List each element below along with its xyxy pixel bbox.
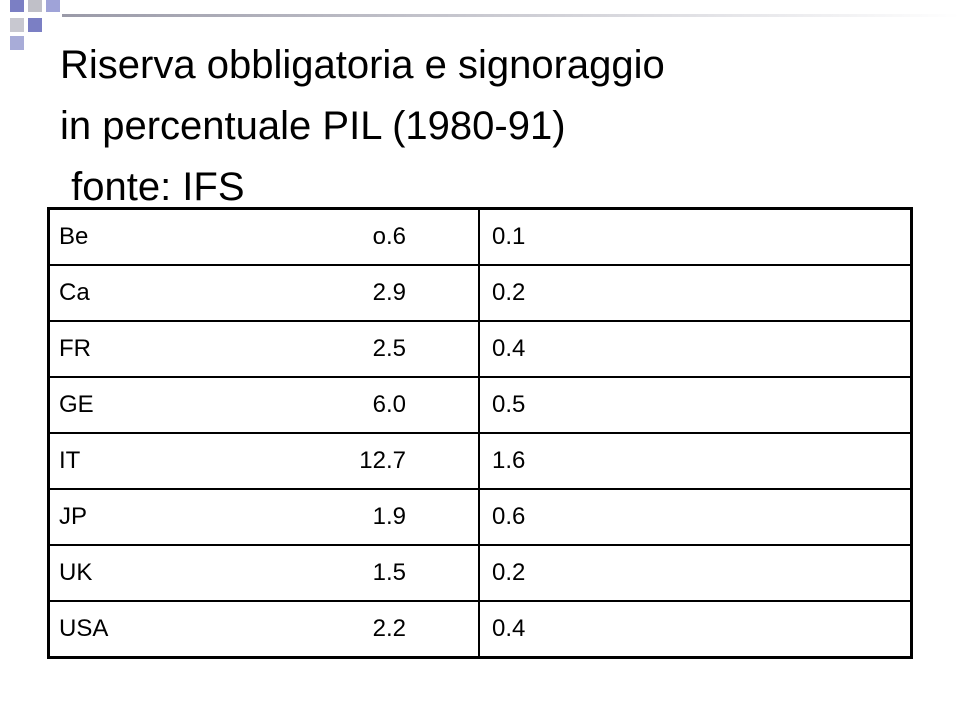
table-cell: 0.5 [478, 376, 913, 434]
reserve-value: 1.9 [372, 503, 406, 530]
table-cell: 0.1 [478, 207, 913, 266]
seigniorage-value: 0.6 [492, 503, 526, 530]
table-cell: USA 2.2 [47, 600, 480, 659]
title-line: in percentuale PIL (1980-91) [60, 104, 566, 148]
reserve-value: 2.9 [372, 279, 406, 306]
seigniorage-value: 0.2 [492, 279, 526, 306]
reserve-value: 1.5 [372, 559, 406, 586]
table-cell: Be o.6 [47, 207, 480, 266]
table-cell: 0.4 [478, 600, 913, 659]
table-cell: IT 12.7 [47, 432, 480, 490]
table-row: UK 1.5 0.2 [47, 544, 913, 602]
title-line: Riserva obbligatoria e signoraggio [60, 43, 665, 87]
seigniorage-value: 0.2 [492, 559, 526, 586]
country: IT [59, 447, 81, 474]
decoration [10, 0, 960, 50]
country: FR [59, 335, 91, 362]
table-row: JP 1.9 0.6 [47, 488, 913, 546]
seigniorage-value: 1.6 [492, 447, 526, 474]
table: Be o.6 0.1 Ca 2.9 0.2 FR 2.5 0.4 GE 6.0 0.5 IT 12.7 1.… [47, 207, 913, 659]
table-cell: 0.6 [478, 488, 913, 546]
table-cell: 0.2 [478, 264, 913, 322]
table-row: Ca 2.9 0.2 [47, 264, 913, 322]
seigniorage-value: 0.4 [492, 335, 526, 362]
table-row: Be o.6 0.1 [47, 207, 913, 266]
table-row: USA 2.2 0.4 [47, 600, 913, 659]
square [10, 18, 24, 32]
country: Ca [59, 279, 90, 306]
table-cell: UK 1.5 [47, 544, 480, 602]
country: JP [59, 503, 88, 530]
table-cell: GE 6.0 [47, 376, 480, 434]
table-cell: JP 1.9 [47, 488, 480, 546]
table-cell: FR 2.5 [47, 320, 480, 378]
country: GE [59, 391, 94, 418]
square [46, 0, 60, 12]
square [28, 18, 42, 32]
reserve-value: 2.2 [372, 615, 406, 642]
table-cell: 1.6 [478, 432, 913, 490]
table-cell: Ca 2.9 [47, 264, 480, 322]
table-cell: 0.2 [478, 544, 913, 602]
title-line: fonte: IFS [60, 165, 245, 209]
reserve-value: 12.7 [359, 447, 406, 474]
square [28, 0, 42, 12]
country: Be [59, 223, 89, 250]
table-row: FR 2.5 0.4 [47, 320, 913, 378]
reserve-value: 2.5 [372, 335, 406, 362]
country: UK [59, 559, 93, 586]
country: USA [59, 615, 109, 642]
seigniorage-value: 0.4 [492, 615, 526, 642]
reserve-value: o.6 [372, 223, 406, 250]
reserve-value: 6.0 [372, 391, 406, 418]
table-cell: 0.4 [478, 320, 913, 378]
square [10, 0, 24, 12]
table-row: IT 12.7 1.6 [47, 432, 913, 490]
square [10, 36, 24, 50]
seigniorage-value: 0.5 [492, 391, 526, 418]
seigniorage-value: 0.1 [492, 223, 526, 250]
table-row: GE 6.0 0.5 [47, 376, 913, 434]
rule [62, 14, 960, 17]
